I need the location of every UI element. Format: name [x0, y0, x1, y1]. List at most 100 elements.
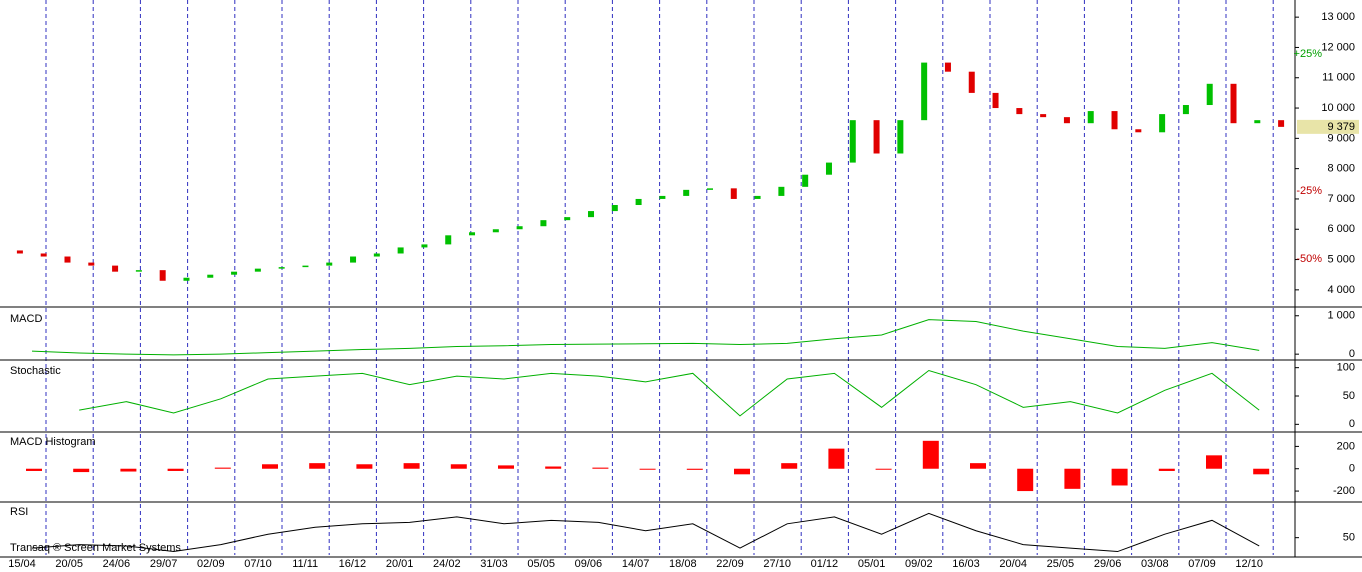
candle-body [135, 270, 142, 272]
candle-body [897, 120, 904, 154]
histogram-bar [592, 467, 609, 469]
candle-body [1182, 105, 1189, 115]
histogram-bar [1017, 468, 1034, 492]
x-tick-label: 25/05 [1047, 558, 1075, 570]
candle-body [112, 265, 119, 272]
indicator-line [31, 512, 1260, 553]
y-tick-label: 5 000 [1327, 253, 1355, 265]
histogram-bar [1253, 468, 1270, 475]
y-tick-label: 8 000 [1327, 163, 1355, 175]
x-tick-label: 09/06 [575, 558, 603, 570]
candle-body [683, 189, 690, 196]
candle-body [1230, 83, 1237, 124]
x-tick-label: 22/09 [716, 558, 744, 570]
candle-body [469, 232, 476, 236]
panel-title: MACD [10, 313, 42, 325]
y-tick-label: 50 [1343, 390, 1355, 402]
y-tick-label: 0 [1349, 463, 1355, 475]
indicator-line [31, 319, 1260, 356]
candle-body [659, 195, 666, 199]
candle-body [302, 265, 309, 268]
y-tick-label: 0 [1349, 348, 1355, 360]
candle-body [1135, 129, 1142, 133]
histogram-bar [734, 468, 750, 475]
candle-body [1016, 108, 1023, 115]
panel-title: RSI [10, 506, 28, 518]
candle-body [64, 256, 71, 263]
x-tick-label: 16/12 [339, 558, 367, 570]
panel-title: MACD Histogram [10, 436, 96, 448]
candle-body [1254, 120, 1261, 124]
candle-body [397, 247, 404, 254]
x-tick-label: 09/02 [905, 558, 933, 570]
candle-body [1278, 120, 1285, 127]
histogram-bar [781, 463, 798, 469]
histogram-bar [1158, 468, 1175, 471]
y-tick-label: 4 000 [1327, 284, 1355, 296]
candle-body [1111, 111, 1118, 130]
x-tick-label: 02/09 [197, 558, 225, 570]
histogram-bar [262, 464, 278, 469]
candle-body [588, 211, 595, 218]
band-annotation: -50% [1296, 253, 1322, 265]
y-tick-label: 6 000 [1327, 223, 1355, 235]
candle-body [564, 217, 571, 221]
band-annotation: +25% [1294, 48, 1323, 60]
candle-body [825, 162, 832, 175]
histogram-bar [214, 467, 231, 469]
y-tick-label: 13 000 [1321, 11, 1355, 23]
candle-body [350, 256, 357, 263]
candle-body [730, 188, 737, 199]
candle-body [88, 262, 95, 266]
candle-body [706, 188, 713, 190]
x-tick-label: 29/06 [1094, 558, 1122, 570]
histogram-bar [1111, 468, 1128, 486]
histogram-bar [922, 440, 939, 469]
x-tick-label: 07/09 [1188, 558, 1216, 570]
candle-body [445, 235, 452, 245]
candle-body [802, 174, 809, 187]
x-tick-label: 07/10 [244, 558, 272, 570]
footer: Transaq ® Screen Market Systems [10, 542, 181, 554]
y-tick-label: 9 000 [1327, 132, 1355, 144]
indicator-line [79, 369, 1260, 417]
histogram-bar [403, 463, 420, 469]
histogram-bar [356, 464, 373, 469]
candle-body [207, 274, 214, 278]
panel-title: Stochastic [10, 365, 61, 377]
x-tick-label: 29/07 [150, 558, 178, 570]
candle-body [778, 186, 785, 196]
candle-body [1040, 114, 1047, 118]
histogram-bar [309, 463, 326, 469]
candle-body [1206, 83, 1213, 106]
candle-body [849, 120, 856, 163]
x-tick-label: 14/07 [622, 558, 650, 570]
candle-body [1087, 111, 1094, 124]
y-tick-label: 50 [1343, 532, 1355, 544]
candle-body [992, 92, 999, 109]
y-tick-label: 11 000 [1322, 72, 1355, 84]
x-tick-label: 11/11 [292, 558, 318, 570]
candle-body [373, 253, 380, 257]
y-tick-label: -200 [1333, 485, 1355, 497]
candle-body [492, 229, 499, 233]
candle-body [1159, 114, 1166, 133]
x-tick-label: 15/04 [8, 558, 36, 570]
x-tick-label: 05/01 [858, 558, 886, 570]
last-price-label: 9 379 [1327, 121, 1355, 133]
candle-body [873, 120, 880, 154]
histogram-bar [828, 448, 845, 469]
x-tick-label: 24/02 [433, 558, 461, 570]
x-tick-label: 05/05 [527, 558, 555, 570]
histogram-bar [26, 468, 42, 471]
histogram-bar [1064, 468, 1081, 489]
candle-body [754, 195, 761, 199]
histogram-bar [120, 468, 137, 472]
candle-body [540, 220, 547, 227]
candle-body [1063, 117, 1070, 124]
histogram-bar [450, 464, 467, 469]
histogram-bar [498, 465, 514, 469]
candle-body [231, 271, 238, 275]
x-tick-label: 20/01 [386, 558, 414, 570]
